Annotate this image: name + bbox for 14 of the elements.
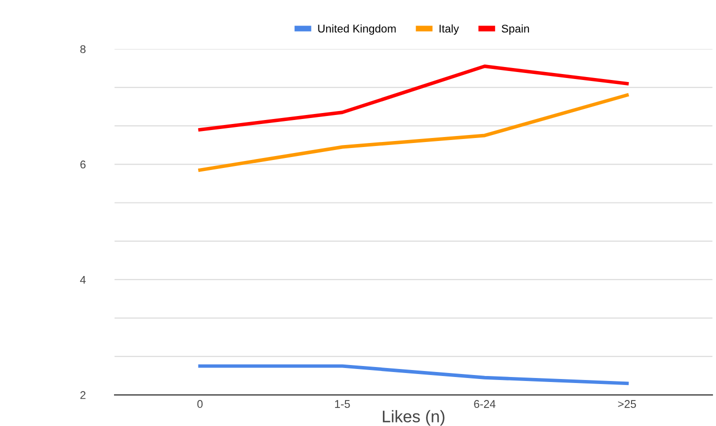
y-tick-label: 4 [80,276,86,284]
x-axis-title: Likes (n) [382,410,444,426]
x-tick-label: >25 [618,400,636,408]
x-tick-label: 0 [197,400,203,408]
y-tick-label: 6 [80,160,86,168]
legend-label: Italy [440,24,459,35]
line-series [198,93,629,172]
legend-label: United Kingdom [318,24,396,35]
x-tick-label: 6-24 [474,400,496,408]
line-series [198,64,629,132]
y-tick-label: 8 [80,45,86,54]
x-tick-label: 1-5 [335,400,350,408]
legend-label: Spain [502,24,529,35]
y-tick-label: 2 [80,391,86,399]
